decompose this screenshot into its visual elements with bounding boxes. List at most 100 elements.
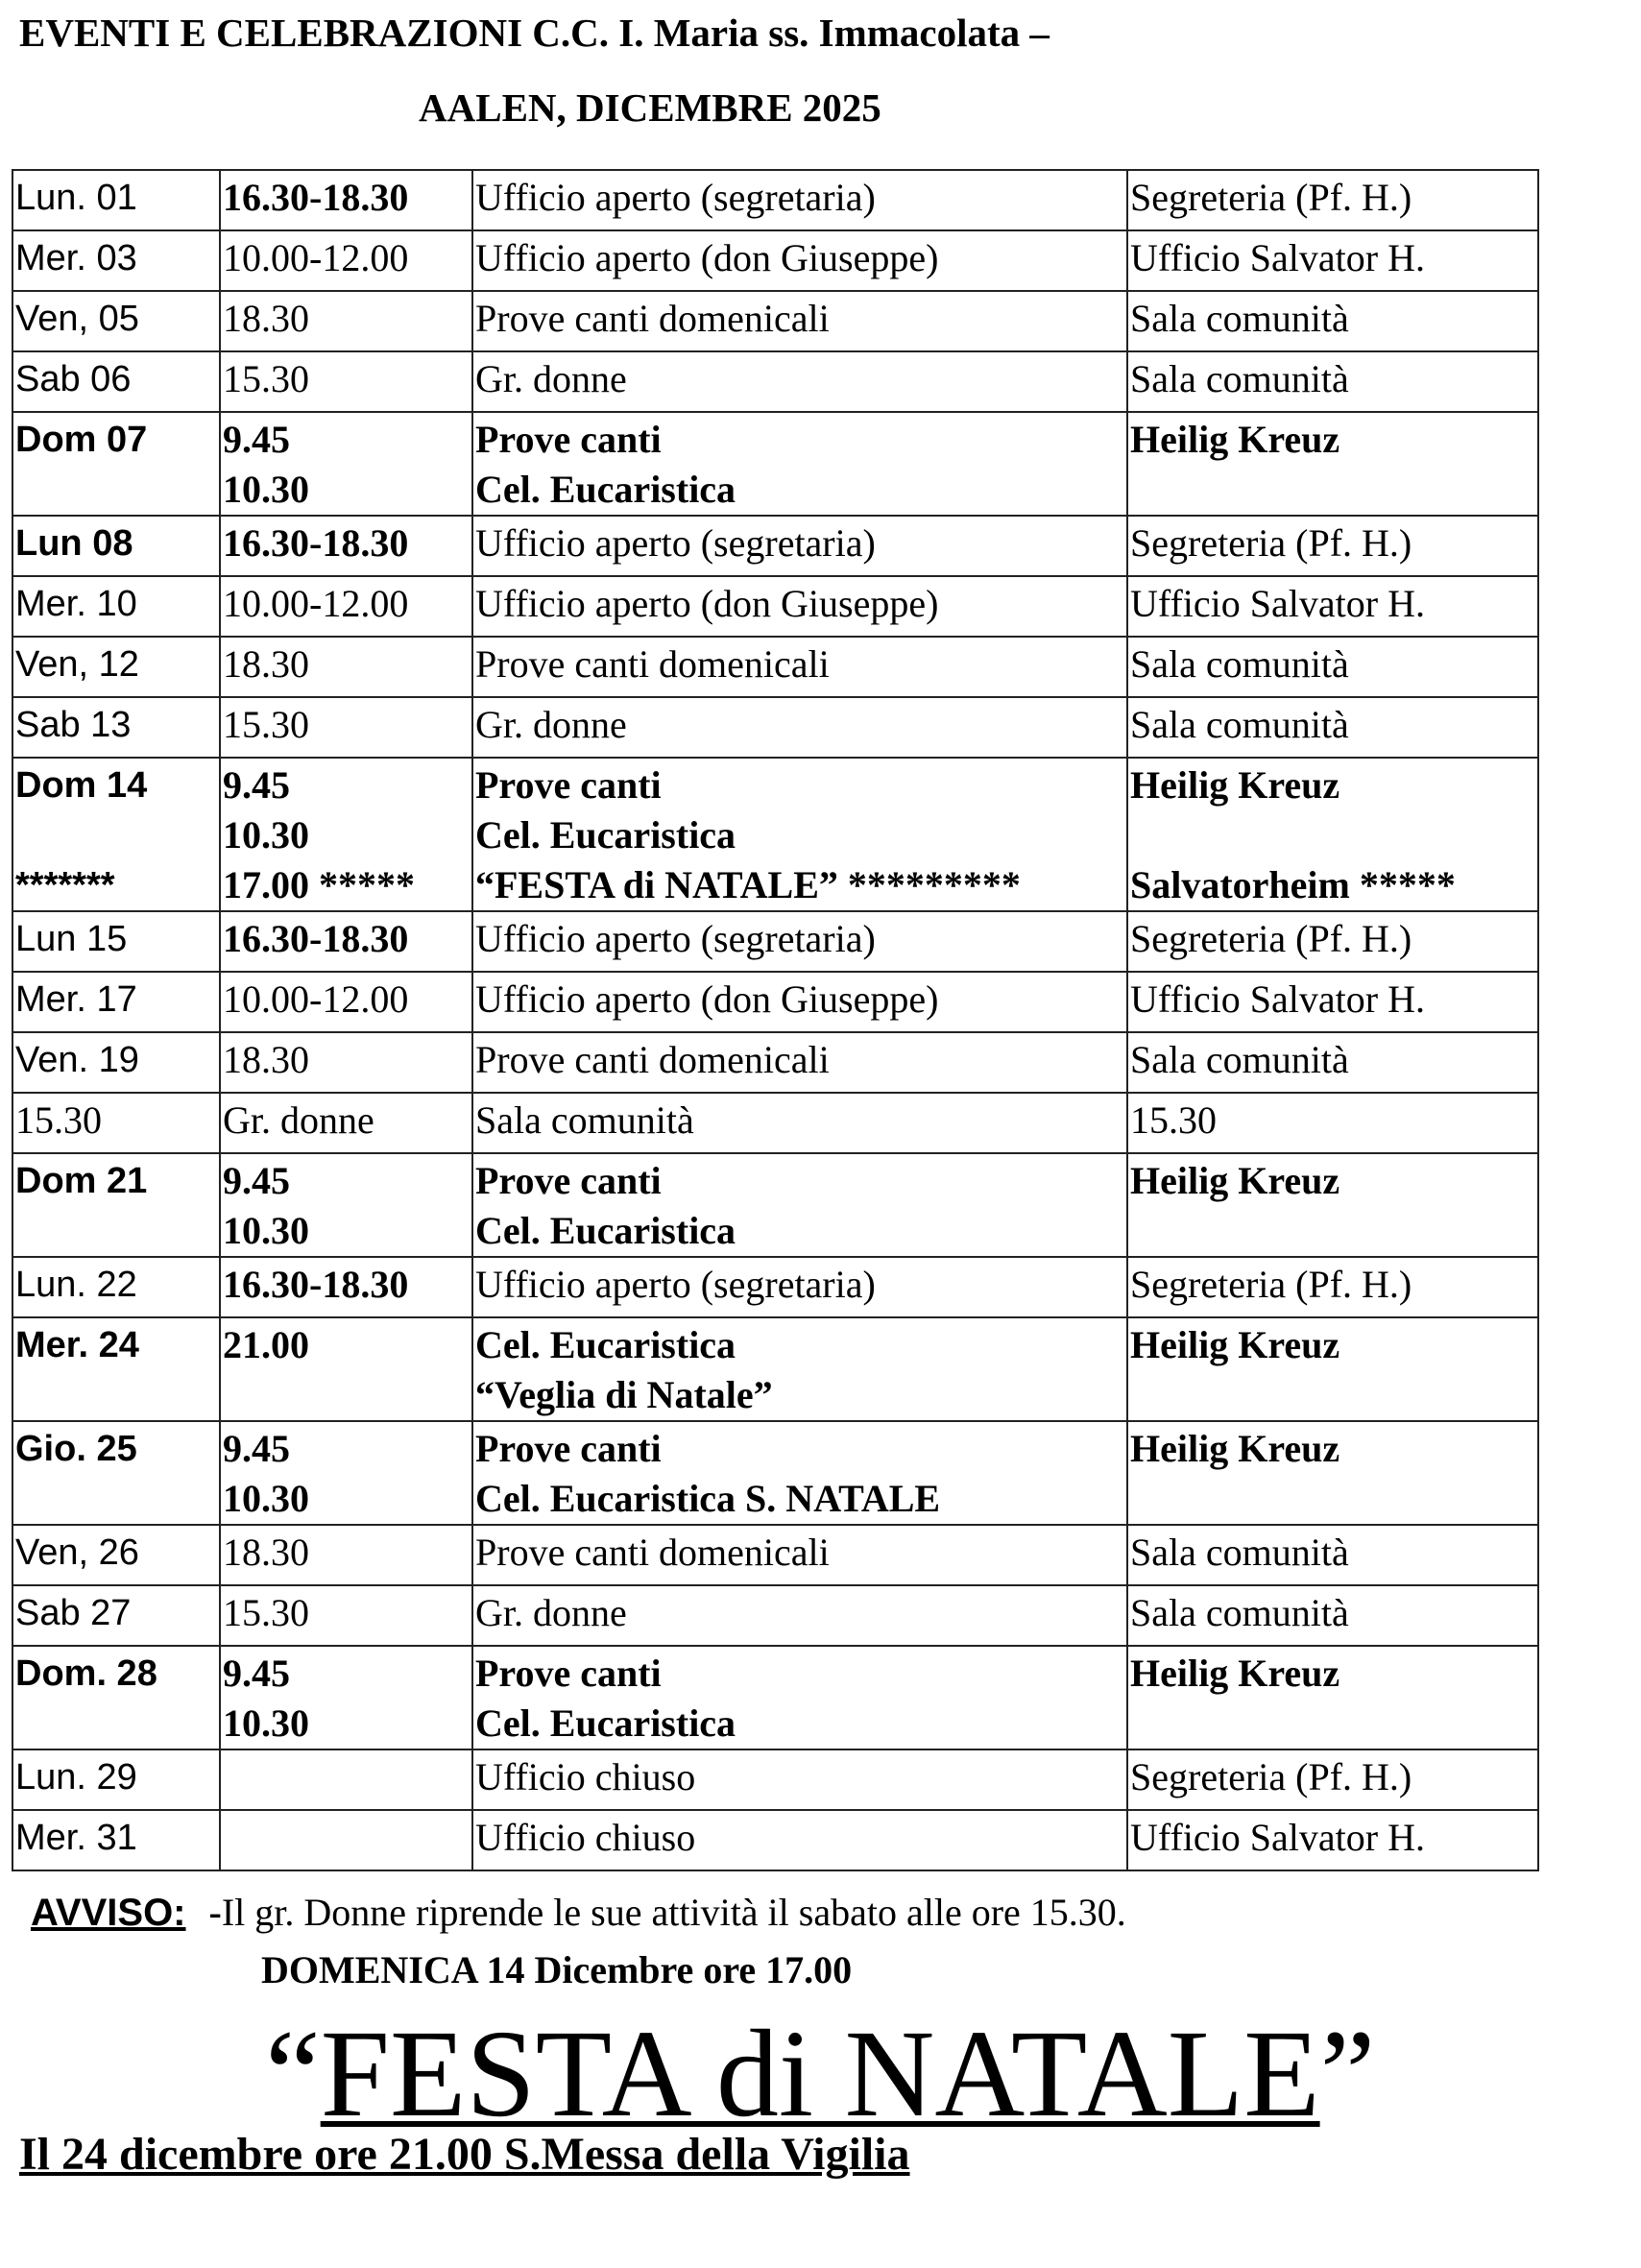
cell-line: Dom 14	[15, 765, 148, 806]
day-cell: Gio. 25	[12, 1420, 221, 1526]
location-cell: Segreteria (Pf. H.)	[1126, 1256, 1539, 1318]
cell-line: Ven, 05	[15, 299, 139, 339]
cell-line: 9.45	[223, 418, 290, 461]
cell-line: Segreteria (Pf. H.)	[1130, 1263, 1412, 1306]
cell-line: Lun. 29	[15, 1757, 137, 1798]
cell-line: 10.00-12.00	[223, 977, 409, 1021]
day-cell: Lun. 22	[12, 1256, 221, 1318]
cell-line: Ufficio Salvator H.	[1130, 1816, 1425, 1859]
cell-line: Lun 08	[15, 523, 133, 564]
event-cell: Sala comunità	[471, 1092, 1128, 1154]
table-row: Ven, 05 18.30 Prove canti domenicali Sala c…	[12, 290, 1539, 352]
event-cell: Prove canti Cel. Eucaristica	[471, 1645, 1128, 1750]
cell-line: Dom 21	[15, 1161, 148, 1201]
cell-line: Mer. 17	[15, 979, 137, 1020]
location-cell: Sala comunità	[1126, 1031, 1539, 1094]
close-quote: ”	[1319, 2005, 1376, 2143]
cell-line: Cel. Eucaristica	[475, 1209, 736, 1252]
cell-line: Sala comunità	[1130, 357, 1349, 400]
event-cell: Ufficio aperto (segretaria)	[471, 169, 1128, 231]
time-cell: 9.45 10.30	[219, 411, 473, 517]
cell-line	[1130, 810, 1535, 860]
cell-line: Heilig Kreuz	[1130, 1427, 1340, 1470]
cell-line: Gr. donne	[223, 1098, 374, 1142]
location-cell: Heilig Kreuz	[1126, 1316, 1539, 1422]
document-subtitle: AALEN, DICEMBRE 2025	[419, 85, 881, 130]
cell-line: Heilig Kreuz	[1130, 1652, 1340, 1695]
cell-line: Prove canti	[475, 1427, 662, 1470]
cell-line: Dom. 28	[15, 1653, 157, 1694]
cell-line: Segreteria (Pf. H.)	[1130, 521, 1412, 565]
cell-line: 10.30	[223, 468, 309, 511]
cell-line: Lun. 01	[15, 178, 137, 218]
cell-line: Cel. Eucaristica	[475, 468, 736, 511]
cell-line: 9.45	[223, 1159, 290, 1202]
notice-line: AVVISO: -Il gr. Donne riprende le sue att…	[31, 1890, 1126, 1935]
location-cell: Heilig Kreuz	[1126, 1645, 1539, 1750]
event-cell: Ufficio chiuso	[471, 1809, 1128, 1871]
event-cell: Ufficio aperto (segretaria)	[471, 1256, 1128, 1318]
day-cell: Lun 08	[12, 515, 221, 577]
time-cell: 18.30	[219, 1524, 473, 1586]
table-row: Mer. 03 10.00-12.00 Ufficio aperto (don Gi…	[12, 229, 1539, 292]
cell-line: Ufficio Salvator H.	[1130, 236, 1425, 279]
cell-line: Prove canti	[475, 418, 662, 461]
notice-dash: -	[208, 1891, 222, 1934]
day-cell: Ven, 26	[12, 1524, 221, 1586]
cell-line: 10.30	[223, 813, 309, 857]
event-cell: Prove canti domenicali	[471, 290, 1128, 352]
location-cell: Sala comunità	[1126, 636, 1539, 698]
table-row: Ven, 26 18.30 Prove canti domenicali Sala c…	[12, 1524, 1539, 1586]
time-cell: 16.30-18.30	[219, 910, 473, 973]
cell-line: 15.30	[15, 1098, 102, 1142]
table-row: 15.30 Gr. donne Sala comunità 15.30	[12, 1092, 1539, 1154]
cell-line: Ufficio aperto (segretaria)	[475, 521, 876, 565]
location-cell: Ufficio Salvator H.	[1126, 1809, 1539, 1871]
event-cell: Prove canti Cel. Eucaristica S. NATALE	[471, 1420, 1128, 1526]
location-cell: Heilig Kreuz	[1126, 1152, 1539, 1258]
cell-line: 15.30	[223, 357, 309, 400]
cell-line: 10.00-12.00	[223, 236, 409, 279]
cell-line: Mer. 24	[15, 1325, 139, 1365]
event-cell: Prove canti Cel. Eucaristica	[471, 1152, 1128, 1258]
day-cell: Ven. 19	[12, 1031, 221, 1094]
notice-text: Il gr. Donne riprende le sue attività il…	[221, 1891, 1126, 1934]
table-row: Sab 27 15.30 Gr. donne Sala comunità	[12, 1584, 1539, 1647]
table-row: Lun 08 16.30-18.30 Ufficio aperto (segreta…	[12, 515, 1539, 577]
table-row: Ven, 12 18.30 Prove canti domenicali Sala c…	[12, 636, 1539, 698]
event-cell: Prove canti domenicali	[471, 1524, 1128, 1586]
cell-line: 9.45	[223, 1652, 290, 1695]
cell-line: Lun. 22	[15, 1265, 137, 1305]
cell-line: 18.30	[223, 1531, 309, 1574]
day-cell: Dom 14 *******	[12, 757, 221, 912]
cell-line: Segreteria (Pf. H.)	[1130, 1755, 1412, 1798]
cell-line: Dom 07	[15, 420, 148, 460]
event-cell: Ufficio aperto (segretaria)	[471, 910, 1128, 973]
table-row: Dom. 28 9.45 10.30 Prove canti Cel. Eucarist…	[12, 1645, 1539, 1750]
cell-line: 15.30	[1130, 1098, 1217, 1142]
cell-line: Prove canti domenicali	[475, 1038, 830, 1081]
cell-line: Prove canti	[475, 1652, 662, 1695]
cell-line: Ufficio aperto (segretaria)	[475, 917, 876, 960]
cell-line: Prove canti	[475, 1159, 662, 1202]
event-cell: Gr. donne	[471, 1584, 1128, 1647]
event-cell: Prove canti Cel. Eucaristica	[471, 411, 1128, 517]
cell-line: Heilig Kreuz	[1130, 1323, 1340, 1366]
cell-line: Segreteria (Pf. H.)	[1130, 176, 1412, 219]
table-row: Lun. 01 16.30-18.30 Ufficio aperto (segret…	[12, 169, 1539, 231]
table-row: Mer. 10 10.00-12.00 Ufficio aperto (don Gi…	[12, 575, 1539, 638]
location-cell: 15.30	[1126, 1092, 1539, 1154]
day-cell: Sab 27	[12, 1584, 221, 1647]
cell-line: Ufficio aperto (segretaria)	[475, 1263, 876, 1306]
cell-line: Sala comunità	[1130, 1591, 1349, 1634]
day-cell: Mer. 10	[12, 575, 221, 638]
event-cell: Prove canti domenicali	[471, 636, 1128, 698]
time-cell: 18.30	[219, 636, 473, 698]
cell-line: 16.30-18.30	[223, 917, 409, 960]
open-quote: “	[265, 2005, 321, 2143]
day-cell: Ven, 05	[12, 290, 221, 352]
cell-line: Heilig Kreuz	[1130, 763, 1340, 807]
event-cell: Gr. donne	[471, 350, 1128, 413]
cell-line: 18.30	[223, 642, 309, 686]
cell-line: Heilig Kreuz	[1130, 418, 1340, 461]
